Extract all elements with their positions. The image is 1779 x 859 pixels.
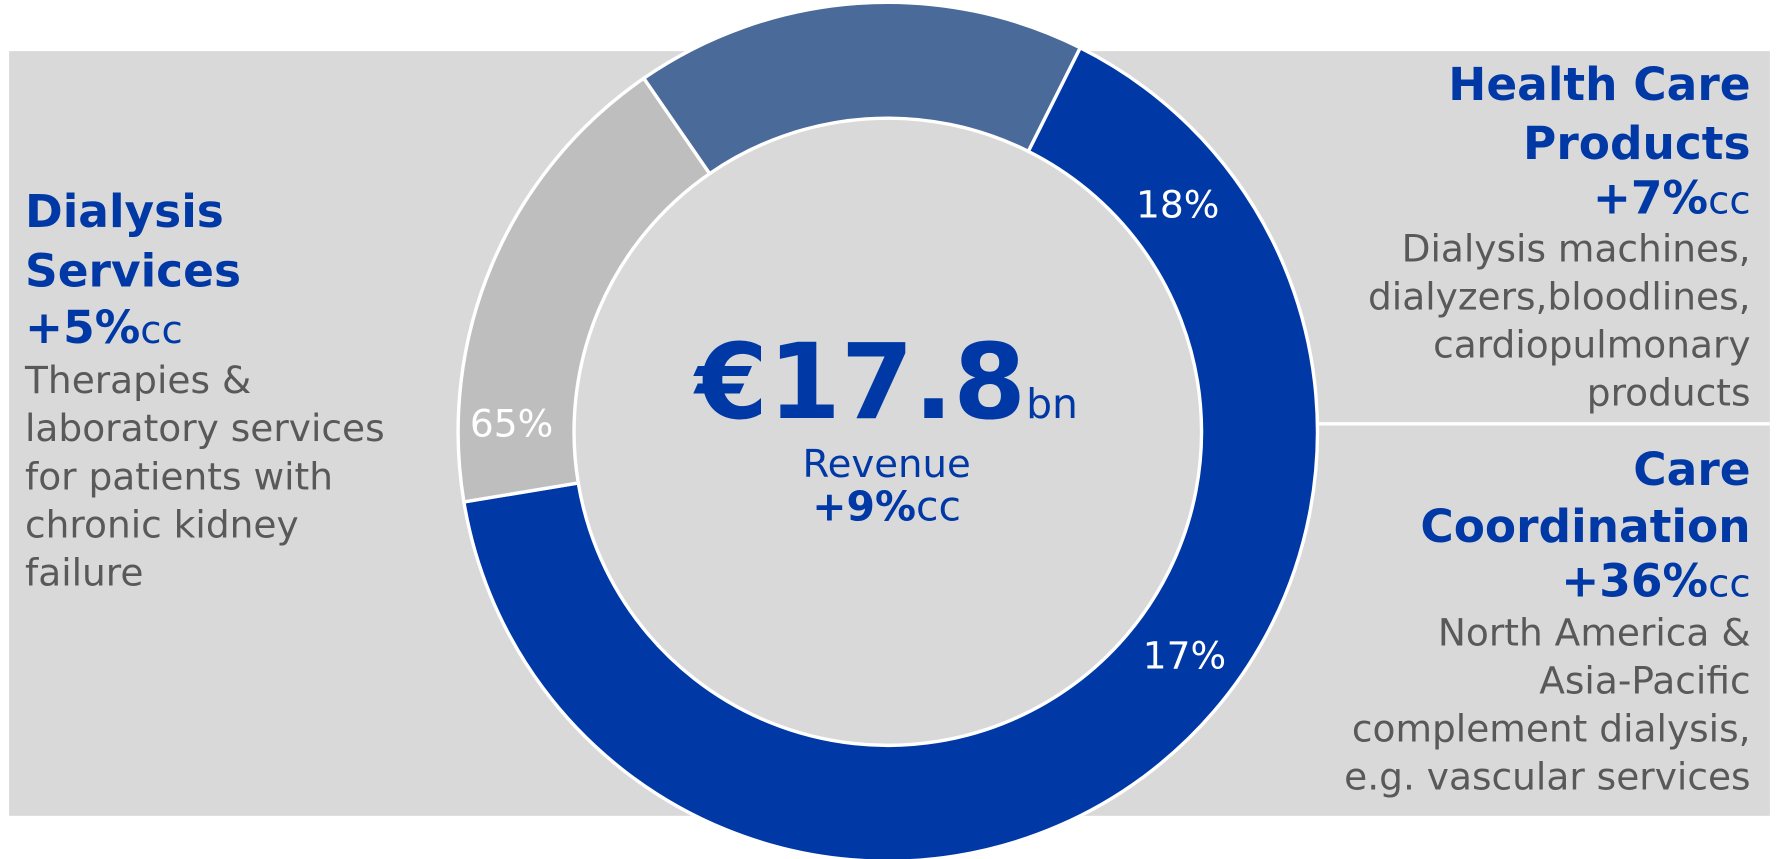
background-panel <box>9 51 1770 816</box>
segment-growth: +36%cc <box>1561 555 1750 608</box>
value-label: 65% <box>470 402 553 446</box>
donut-segment <box>641 0 1083 177</box>
segment-growth: +5%cc <box>25 301 183 354</box>
segment-title: Products <box>1523 117 1751 170</box>
total: €17.8 <box>693 321 1026 443</box>
segment-description: Asia-Pacific <box>1539 658 1750 702</box>
growth-unit: cc <box>1708 562 1750 607</box>
growth: +9% <box>812 482 916 530</box>
segment-growth: +7%cc <box>1593 172 1751 225</box>
segment-description: dialyzers,bloodlines, <box>1368 274 1751 318</box>
value-label: 18% <box>1136 182 1219 226</box>
segment-title: Services <box>25 244 241 297</box>
segment-description: Dialysis machines, <box>1402 226 1751 270</box>
segment-description: products <box>1587 371 1751 415</box>
segment-description: Therapies & <box>24 358 251 402</box>
segment-description: chronic kidney <box>25 502 299 546</box>
growth-unit: cc <box>140 308 182 353</box>
segment-description: failure <box>25 550 143 594</box>
growth: +36% <box>1561 555 1708 608</box>
growth: +7% <box>1593 172 1708 225</box>
total-unit: bn <box>1026 380 1078 428</box>
growth-unit: cc <box>1708 179 1750 224</box>
segment-description: for patients with <box>25 454 333 498</box>
segment-title: Care <box>1633 443 1750 496</box>
segment-description: laboratory services <box>25 406 385 450</box>
segment-title: Coordination <box>1420 500 1750 553</box>
segment-title: Health Care <box>1448 58 1750 111</box>
center-label: Revenue <box>803 442 971 487</box>
segment-description: e.g. vascular services <box>1344 755 1750 799</box>
growth: +5% <box>25 301 140 354</box>
donut-segment <box>461 45 1320 859</box>
center-total: €17.8bn <box>693 321 1078 443</box>
segment-description: North America & <box>1438 610 1751 654</box>
growth-unit: cc <box>916 482 961 530</box>
center-growth: +9%cc <box>812 482 961 530</box>
segment-description: cardiopulmonary <box>1433 322 1750 366</box>
value-label: 17% <box>1143 633 1226 677</box>
segment-description: complement dialysis, <box>1352 707 1751 751</box>
segment-title: Dialysis <box>25 185 224 238</box>
